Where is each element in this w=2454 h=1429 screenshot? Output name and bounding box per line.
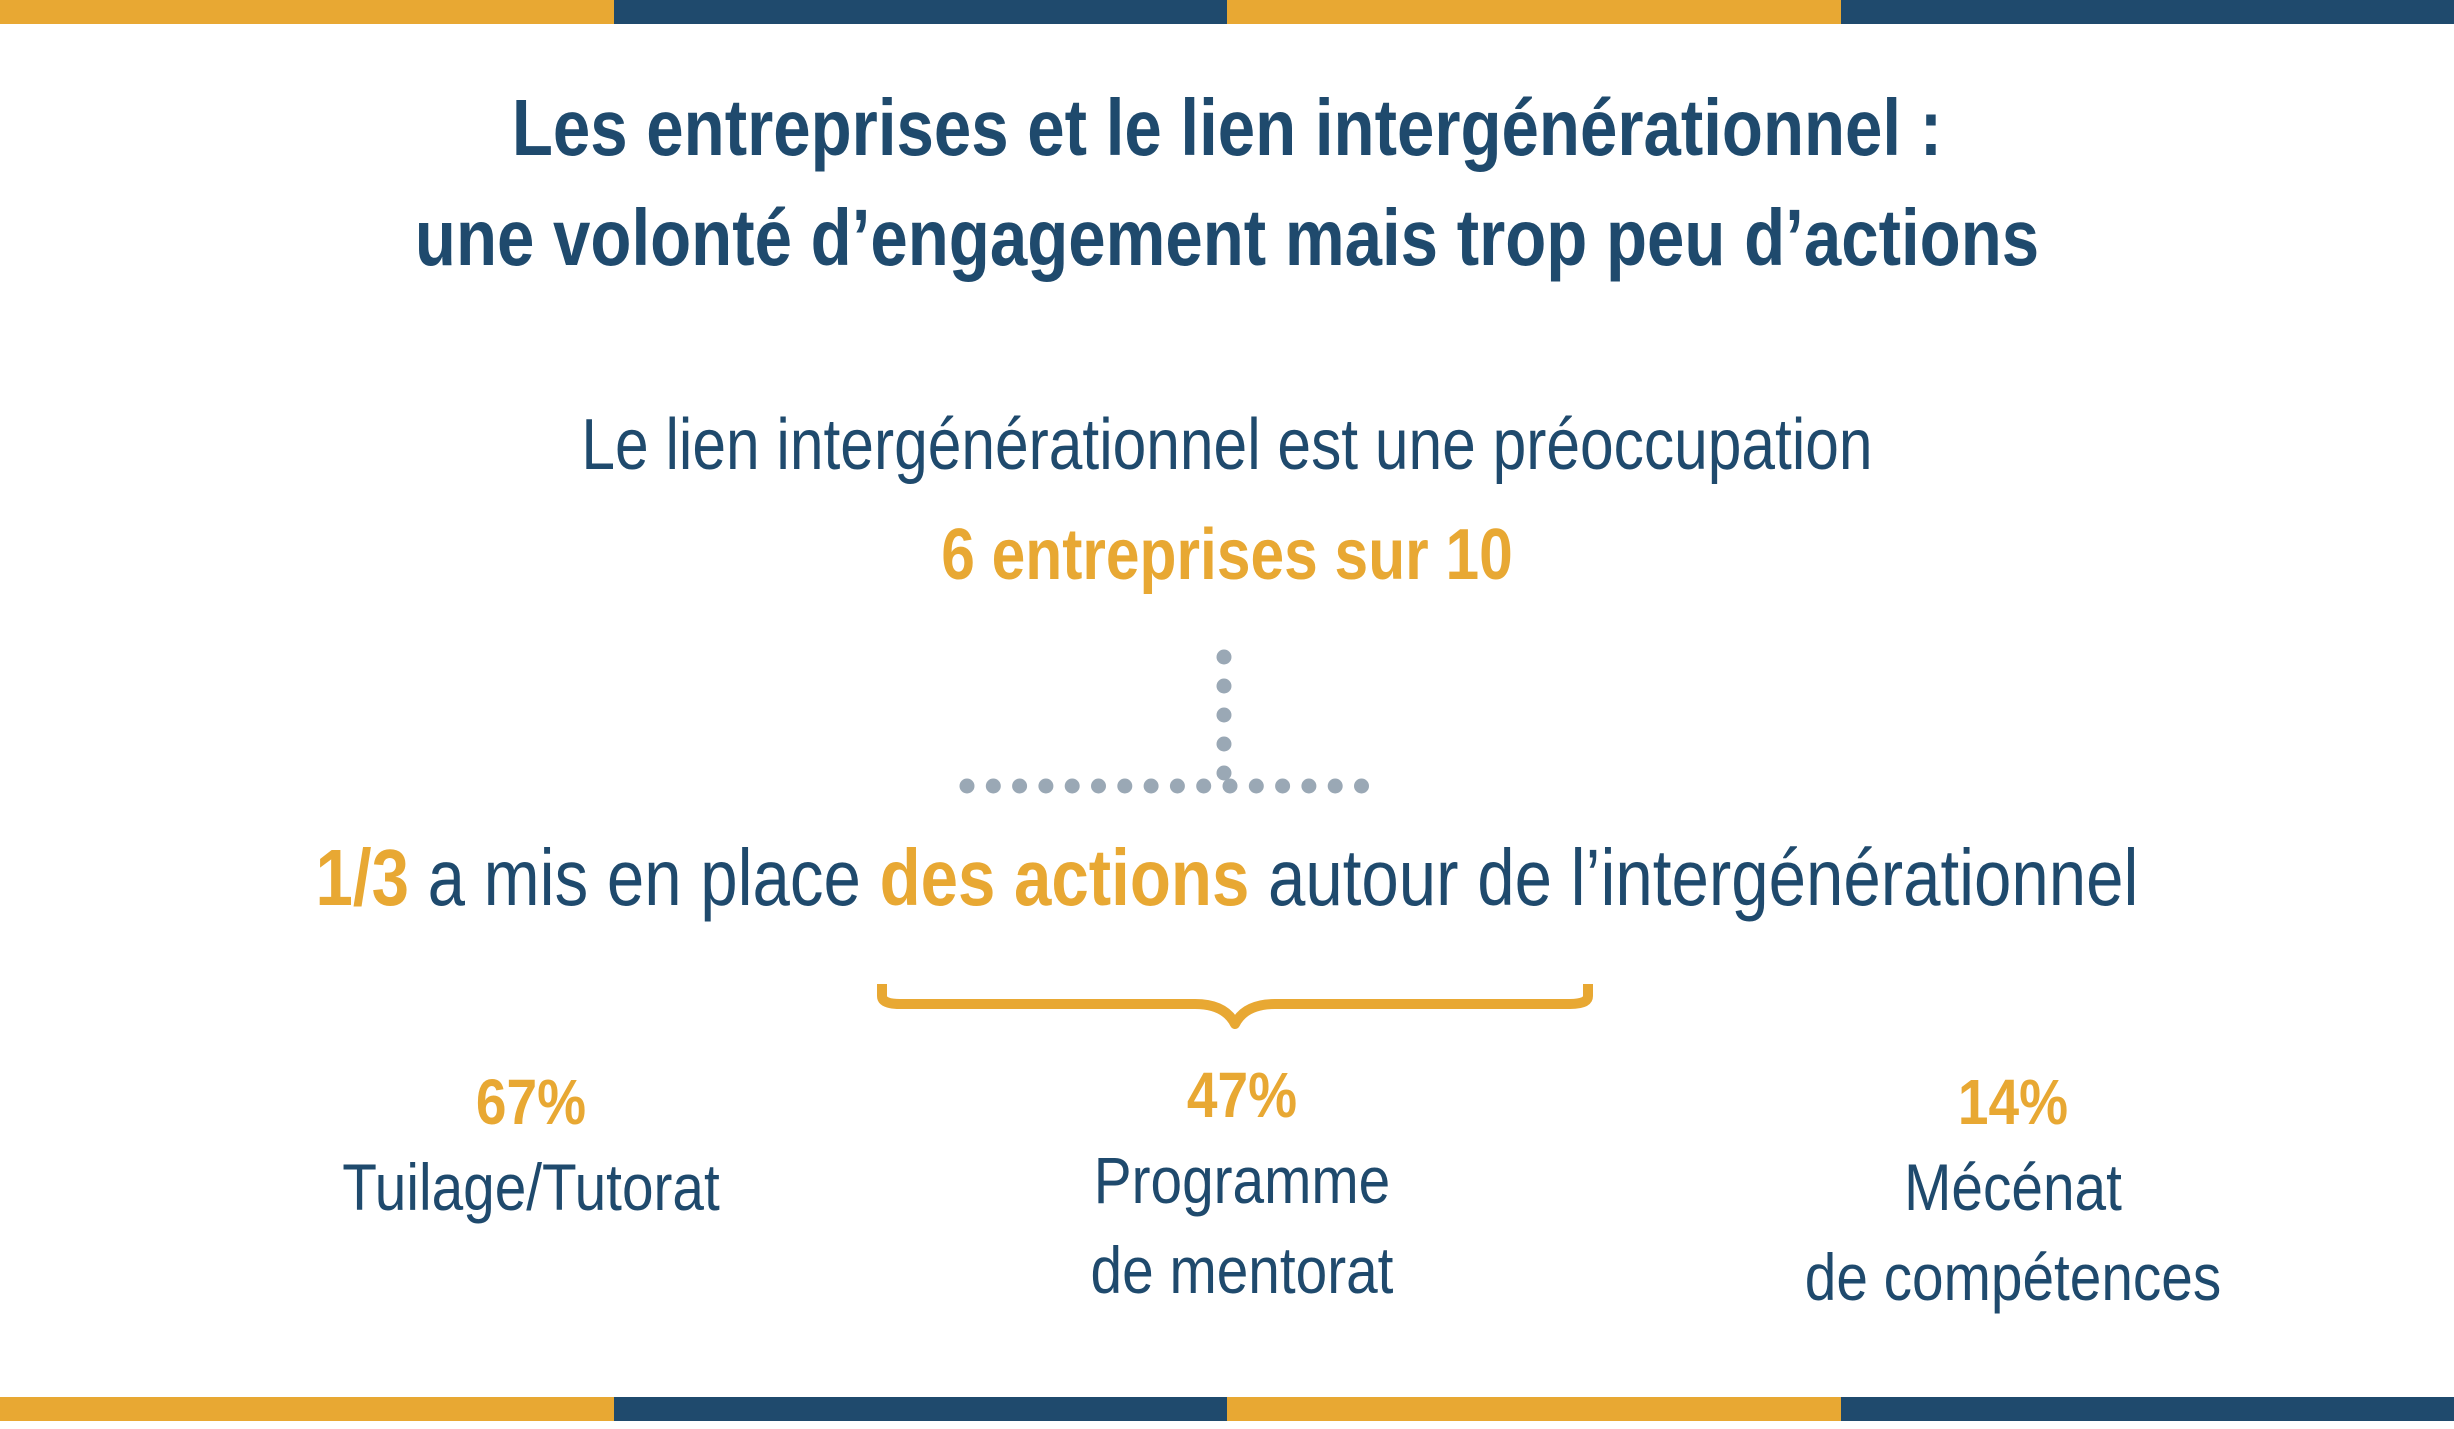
connector-dot <box>1222 778 1238 794</box>
connector-dot <box>1143 778 1159 794</box>
connector-dot <box>1038 778 1054 794</box>
actions-statement: 1/3 a mis en place des actions autour de… <box>0 828 2454 928</box>
connector-dot <box>1216 678 1232 694</box>
stat-mecenat-competences: 14% Mécénat de compétences <box>1713 1062 2313 1322</box>
stat-value: 67% <box>231 1062 831 1142</box>
connector-dot <box>1169 778 1185 794</box>
stat-tuilage-tutorat: 67% Tuilage/Tutorat <box>231 1062 831 1232</box>
stat-programme-mentorat: 47% Programme de mentorat <box>942 1055 1542 1315</box>
stat-value: 14% <box>1713 1062 2313 1142</box>
connector-dot <box>1012 778 1028 794</box>
stat-value: 47% <box>942 1055 1542 1135</box>
actions-statement-text: 1/3 a mis en place des actions autour de… <box>196 828 2257 928</box>
connector-dot <box>1216 765 1232 781</box>
curly-brace-icon <box>877 984 1593 1029</box>
stripe-segment-navy <box>1840 0 2454 24</box>
stat-label-line: de mentorat <box>1090 1233 1394 1307</box>
connector-dot <box>1275 778 1291 794</box>
concern-highlight: 6 entreprises sur 10 <box>0 505 2454 605</box>
bottom-color-stripe <box>0 1397 2454 1421</box>
connector-dot <box>1117 778 1133 794</box>
connector-dot <box>1216 649 1232 665</box>
stat-label: Mécénat de compétences <box>1713 1142 2313 1322</box>
stat-label-line: Tuilage/Tutorat <box>342 1150 720 1224</box>
concern-statement: Le lien intergénérationnel est une préoc… <box>0 395 2454 495</box>
actions-middle-text: a mis en place <box>408 833 880 922</box>
stat-label-line: de compétences <box>1804 1240 2222 1314</box>
stripe-segment-gold <box>0 1397 614 1421</box>
stripe-segment-navy <box>613 0 1227 24</box>
connector-dot <box>1196 778 1212 794</box>
connector-dot <box>1301 778 1317 794</box>
title-line-1-text: Les entreprises et le lien intergénérati… <box>511 83 1943 172</box>
connector-dot <box>1248 778 1264 794</box>
connector-dot <box>1091 778 1106 794</box>
stat-value-text: 47% <box>1186 1059 1298 1131</box>
connector-dot <box>959 778 975 794</box>
stripe-segment-navy <box>1840 1397 2454 1421</box>
concern-highlight-text: 6 entreprises sur 10 <box>941 515 1513 595</box>
concern-statement-text: Le lien intergénérationnel est une préoc… <box>581 405 1873 485</box>
connector-dot <box>1216 707 1232 723</box>
actions-fraction: 1/3 <box>315 833 409 922</box>
actions-highlight: des actions <box>879 833 1250 922</box>
stat-value-text: 67% <box>475 1066 587 1138</box>
title-line-2-text: une volonté d’engagement mais trop peu d… <box>414 193 2040 282</box>
connector-dot <box>1216 736 1232 752</box>
title-line-1: Les entreprises et le lien intergénérati… <box>0 78 2454 178</box>
dotted-connector <box>959 649 1369 794</box>
stripe-segment-gold <box>0 0 614 24</box>
connector-dot <box>1064 778 1080 794</box>
connector-dot <box>1327 778 1343 794</box>
actions-end-text: autour de l’intergénérationnel <box>1249 833 2139 922</box>
stripe-segment-gold <box>1227 1397 1841 1421</box>
stripe-segment-gold <box>1227 0 1841 24</box>
stat-label-line: Mécénat <box>1904 1150 2122 1224</box>
stat-label: Tuilage/Tutorat <box>231 1142 831 1232</box>
connector-dot <box>985 778 1001 794</box>
stat-label-line: Programme <box>1093 1143 1391 1217</box>
top-color-stripe <box>0 0 2454 24</box>
stat-value-text: 14% <box>1957 1066 2069 1138</box>
stripe-segment-navy <box>613 1397 1227 1421</box>
connector-dot <box>1354 778 1369 794</box>
title-line-2: une volonté d’engagement mais trop peu d… <box>0 188 2454 288</box>
stat-label: Programme de mentorat <box>942 1135 1542 1315</box>
